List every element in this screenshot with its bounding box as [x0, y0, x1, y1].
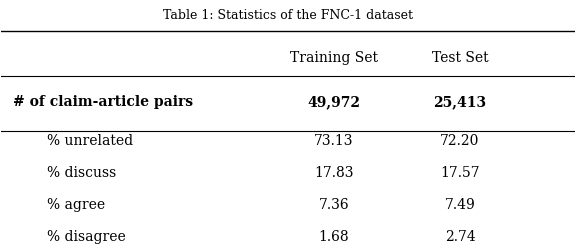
Text: Test Set: Test Set: [431, 51, 488, 65]
Text: 7.49: 7.49: [445, 198, 475, 212]
Text: 25,413: 25,413: [433, 95, 487, 109]
Text: 17.57: 17.57: [440, 166, 480, 180]
Text: 73.13: 73.13: [314, 134, 354, 148]
Text: 49,972: 49,972: [308, 95, 361, 109]
Text: 72.20: 72.20: [440, 134, 480, 148]
Text: 17.83: 17.83: [314, 166, 354, 180]
Text: 2.74: 2.74: [445, 230, 475, 244]
Text: % agree: % agree: [47, 198, 105, 212]
Text: # of claim-article pairs: # of claim-article pairs: [13, 95, 193, 109]
Text: 1.68: 1.68: [319, 230, 349, 244]
Text: % unrelated: % unrelated: [47, 134, 134, 148]
Text: % discuss: % discuss: [47, 166, 116, 180]
Text: Table 1: Statistics of the FNC-1 dataset: Table 1: Statistics of the FNC-1 dataset: [163, 9, 413, 22]
Text: % disagree: % disagree: [47, 230, 126, 244]
Text: Training Set: Training Set: [290, 51, 378, 65]
Text: 7.36: 7.36: [319, 198, 349, 212]
